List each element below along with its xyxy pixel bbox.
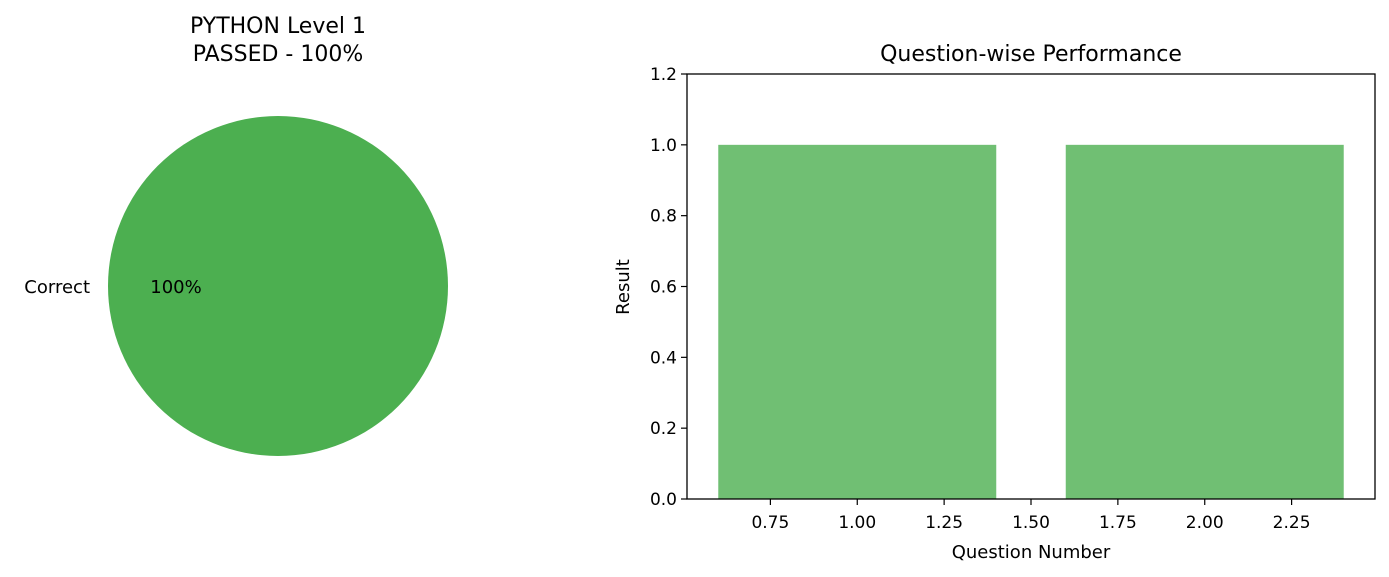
y-tick-label: 0.2: [650, 419, 677, 439]
x-tick-label: 1.50: [1012, 513, 1050, 533]
bar-title: Question-wise Performance: [880, 42, 1182, 67]
pie-slice-label: Correct: [24, 277, 90, 298]
pie-slice: [108, 116, 448, 456]
x-tick-label: 1.25: [925, 513, 963, 533]
y-tick-label: 1.0: [650, 136, 677, 156]
pie-slice-percent: 100%: [150, 277, 201, 298]
pie-title-line-1: PYTHON Level 1: [190, 14, 366, 39]
x-tick-label: 1.75: [1099, 513, 1137, 533]
pie-title-line-2: PASSED - 100%: [193, 42, 364, 67]
bar-chart: Question-wise Performance 0.00.20.40.60.…: [613, 42, 1376, 563]
x-tick-label: 2.25: [1273, 513, 1311, 533]
plot-frame: [686, 73, 1376, 500]
x-tick-label: 1.00: [838, 513, 876, 533]
x-tick-label: 0.75: [751, 513, 789, 533]
y-tick-label: 0.6: [650, 278, 677, 298]
bars: [718, 144, 1344, 500]
pie-slices: [108, 116, 448, 456]
y-axis-label: Result: [613, 259, 634, 315]
bar: [718, 144, 997, 500]
y-tick-label: 0.0: [650, 490, 677, 510]
y-tick-label: 0.8: [650, 207, 677, 227]
y-tick-label: 0.4: [650, 348, 677, 368]
pie-chart: PYTHON Level 1 PASSED - 100% Correct 100…: [24, 14, 448, 456]
x-axis-ticks: 0.75 1.00 1.25 1.50 1.75 2.00 2.25: [751, 499, 1311, 533]
x-axis-label: Question Number: [952, 542, 1111, 563]
x-tick-label: 2.00: [1186, 513, 1224, 533]
bar: [1065, 144, 1344, 500]
y-tick-label: 1.2: [650, 65, 677, 85]
y-axis-ticks: 0.0 0.2 0.4 0.6 0.8 1.0 1.2: [650, 65, 687, 510]
